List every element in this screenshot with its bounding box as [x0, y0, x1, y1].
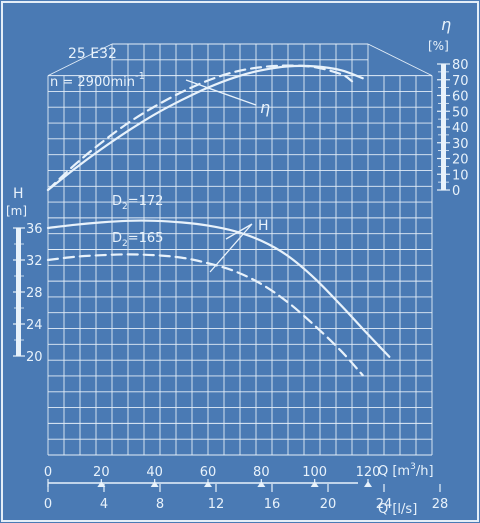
h-tick-label: 36 — [26, 222, 43, 237]
eta-axis-unit: [%] — [428, 39, 449, 53]
q-m3h-tick-label: 40 — [146, 465, 163, 480]
eta-tick-label: 10 — [452, 168, 469, 183]
h-tick-label: 20 — [26, 350, 43, 365]
q-m3h-tick-label: 60 — [200, 465, 217, 480]
q-ls-tick-label: 24 — [376, 497, 393, 512]
h-axis: 20 24 28 32 36 — [13, 222, 43, 365]
annotation-leaders — [185, 79, 257, 273]
eta-tick-label: 30 — [452, 137, 469, 152]
q-ls-tick-label: 28 — [432, 497, 449, 512]
eta-tick-label: 50 — [452, 105, 469, 120]
q-m3h-marker — [150, 481, 159, 487]
q-ls-tick-label: 12 — [208, 497, 225, 512]
grid-corner — [367, 43, 433, 77]
q-ls-tick-label: 16 — [264, 497, 281, 512]
q-m3h-marker — [97, 481, 106, 487]
eta-leader — [185, 79, 257, 106]
eta-tick-label: 40 — [452, 121, 469, 136]
q-ls-tick-label: 20 — [320, 497, 337, 512]
h-tick-label: 32 — [26, 254, 43, 269]
q-m3h-marker — [204, 481, 212, 487]
eta-axis-symbol: η — [441, 15, 451, 34]
q-m3h-marker — [310, 481, 319, 487]
q-ls-axis: 04812162024283236 — [44, 484, 449, 512]
q-m3h-marker — [257, 481, 266, 487]
q-m3h-axis-label: Q [m3/h] — [378, 462, 434, 479]
q-m3h-axis: 0 20 40 60 80 100 120 — [44, 465, 381, 487]
eta-curve-2165 — [46, 64, 354, 192]
eta-tick-label: 20 — [452, 153, 469, 168]
h-axis-unit: [m] — [6, 204, 27, 218]
eta-tick-label: 80 — [452, 58, 469, 73]
h-leader — [209, 223, 253, 273]
h-tick-label: 28 — [26, 286, 43, 301]
head-curve-2165 — [46, 253, 364, 377]
eta-curve-label: η — [260, 98, 270, 117]
q-ls-tick-label: 8 — [156, 497, 164, 512]
h-tick-label: 24 — [26, 318, 43, 333]
q-m3h-tick-label: 100 — [302, 465, 327, 480]
d172-label: D2=172 — [112, 194, 163, 212]
q-m3h-marker — [364, 481, 372, 487]
grid-corner — [47, 43, 113, 77]
d165-label: D2=165 — [112, 231, 163, 249]
eta-tick-label: 70 — [452, 74, 469, 89]
eta-tick-label: 60 — [452, 90, 469, 105]
eta-tick-label: 0 — [452, 184, 460, 199]
model-label: 25 E32 — [68, 46, 117, 62]
grid — [47, 43, 433, 456]
q-ls-axis-label: Q [l/s] — [378, 502, 417, 517]
q-ls-tick-label: 4 — [100, 497, 108, 512]
q-m3h-tick-label: 120 — [356, 465, 381, 480]
q-m3h-tick-label: 0 — [44, 465, 52, 480]
head-curve-2172 — [46, 219, 391, 358]
q-m3h-tick-label: 20 — [93, 465, 110, 480]
q-ls-tick-label: 0 — [44, 497, 52, 512]
q-m3h-tick-label: 80 — [253, 465, 270, 480]
h-axis-symbol: H — [13, 186, 24, 202]
h-curve-label: H — [258, 218, 269, 234]
speed-label: n = 2900min-1 — [50, 71, 145, 90]
